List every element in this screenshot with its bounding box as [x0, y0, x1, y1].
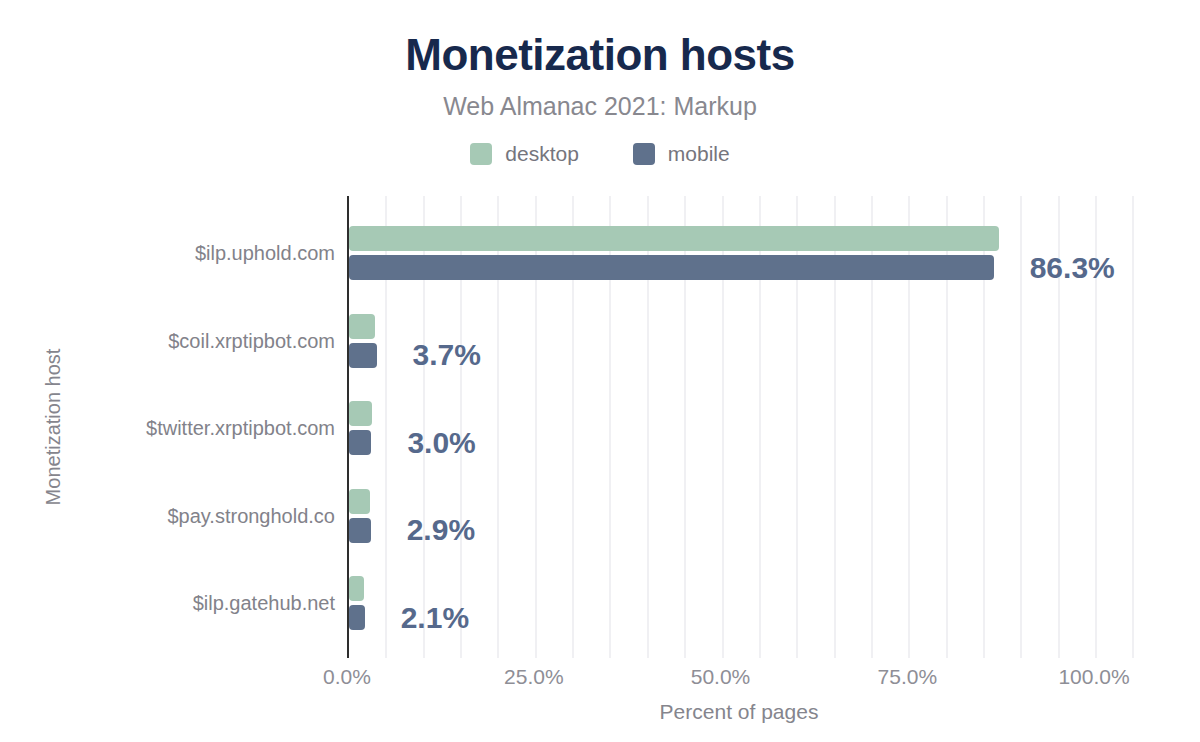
x-tick-label: 100.0%	[1058, 664, 1129, 690]
category-label: $twitter.xrptipbot.com	[35, 414, 335, 442]
x-tick-label: 75.0%	[878, 664, 938, 690]
desktop-bar	[349, 226, 999, 251]
desktop-bar	[349, 576, 364, 601]
monetization-hosts-chart: Monetization hosts Web Almanac 2021: Mar…	[0, 0, 1200, 742]
value-label: 86.3%	[1030, 253, 1115, 283]
value-label: 3.7%	[413, 340, 481, 370]
value-label: 3.0%	[407, 428, 475, 458]
gridline	[1020, 196, 1022, 658]
y-axis-labels: $ilp.uphold.com $coil.xrptipbot.com $twitt…	[35, 196, 335, 658]
legend-item-desktop: desktop	[470, 142, 579, 166]
mobile-swatch	[633, 143, 655, 165]
chart-subtitle: Web Almanac 2021: Markup	[0, 92, 1200, 121]
category-label: $coil.xrptipbot.com	[35, 327, 335, 355]
x-tick-label: 50.0%	[691, 664, 751, 690]
value-label: 2.9%	[407, 515, 475, 545]
category-label: $ilp.uphold.com	[35, 239, 335, 267]
mobile-bar	[349, 430, 371, 455]
plot-area: 86.3% 3.7% 3.0% 2.9% 2.1%	[347, 196, 1131, 658]
legend: desktop mobile	[0, 142, 1200, 166]
x-axis-ticks: 0.0%25.0%50.0%75.0%100.0%	[347, 664, 1131, 690]
x-axis-title: Percent of pages	[347, 700, 1131, 724]
value-label: 2.1%	[401, 603, 469, 633]
x-tick-label: 0.0%	[323, 664, 371, 690]
category-label: $ilp.gatehub.net	[35, 589, 335, 617]
desktop-bar	[349, 489, 370, 514]
category-label: $pay.stronghold.co	[35, 502, 335, 530]
mobile-bar	[349, 343, 377, 368]
desktop-bar	[349, 401, 372, 426]
mobile-bar	[349, 255, 994, 280]
desktop-bar	[349, 314, 375, 339]
legend-label-desktop: desktop	[505, 142, 579, 166]
legend-label-mobile: mobile	[668, 142, 730, 166]
legend-item-mobile: mobile	[633, 142, 730, 166]
chart-title: Monetization hosts	[0, 30, 1200, 80]
mobile-bar	[349, 518, 371, 543]
desktop-swatch	[470, 143, 492, 165]
gridline	[1132, 196, 1134, 658]
mobile-bar	[349, 605, 365, 630]
x-tick-label: 25.0%	[504, 664, 564, 690]
